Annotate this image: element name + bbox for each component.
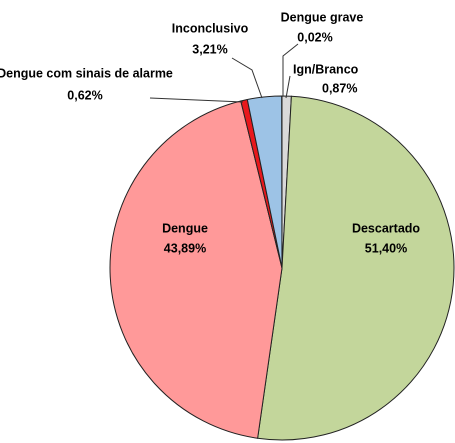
value-label: 43,89% <box>164 241 206 255</box>
leader-line <box>149 97 244 103</box>
value-label: 51,40% <box>365 241 407 255</box>
value-label: 0,02% <box>297 30 332 44</box>
leader-line <box>231 57 263 99</box>
value-label: 0,62% <box>67 88 102 102</box>
slice-label: Ign/Branco <box>293 62 359 76</box>
leader-line <box>282 43 299 96</box>
slice-label: Dengue <box>162 221 208 235</box>
value-label: 0,87% <box>322 81 357 95</box>
slice-label: Dengue grave <box>281 10 364 24</box>
slice-label: Inconclusivo <box>172 21 249 35</box>
pie-slice <box>257 95 455 441</box>
pie-slice <box>109 100 283 439</box>
leader-line <box>285 75 291 99</box>
value-label: 3,21% <box>192 42 227 56</box>
slice-label: Descartado <box>352 221 420 235</box>
slice-label: Dengue com sinais de alarme <box>0 66 173 80</box>
